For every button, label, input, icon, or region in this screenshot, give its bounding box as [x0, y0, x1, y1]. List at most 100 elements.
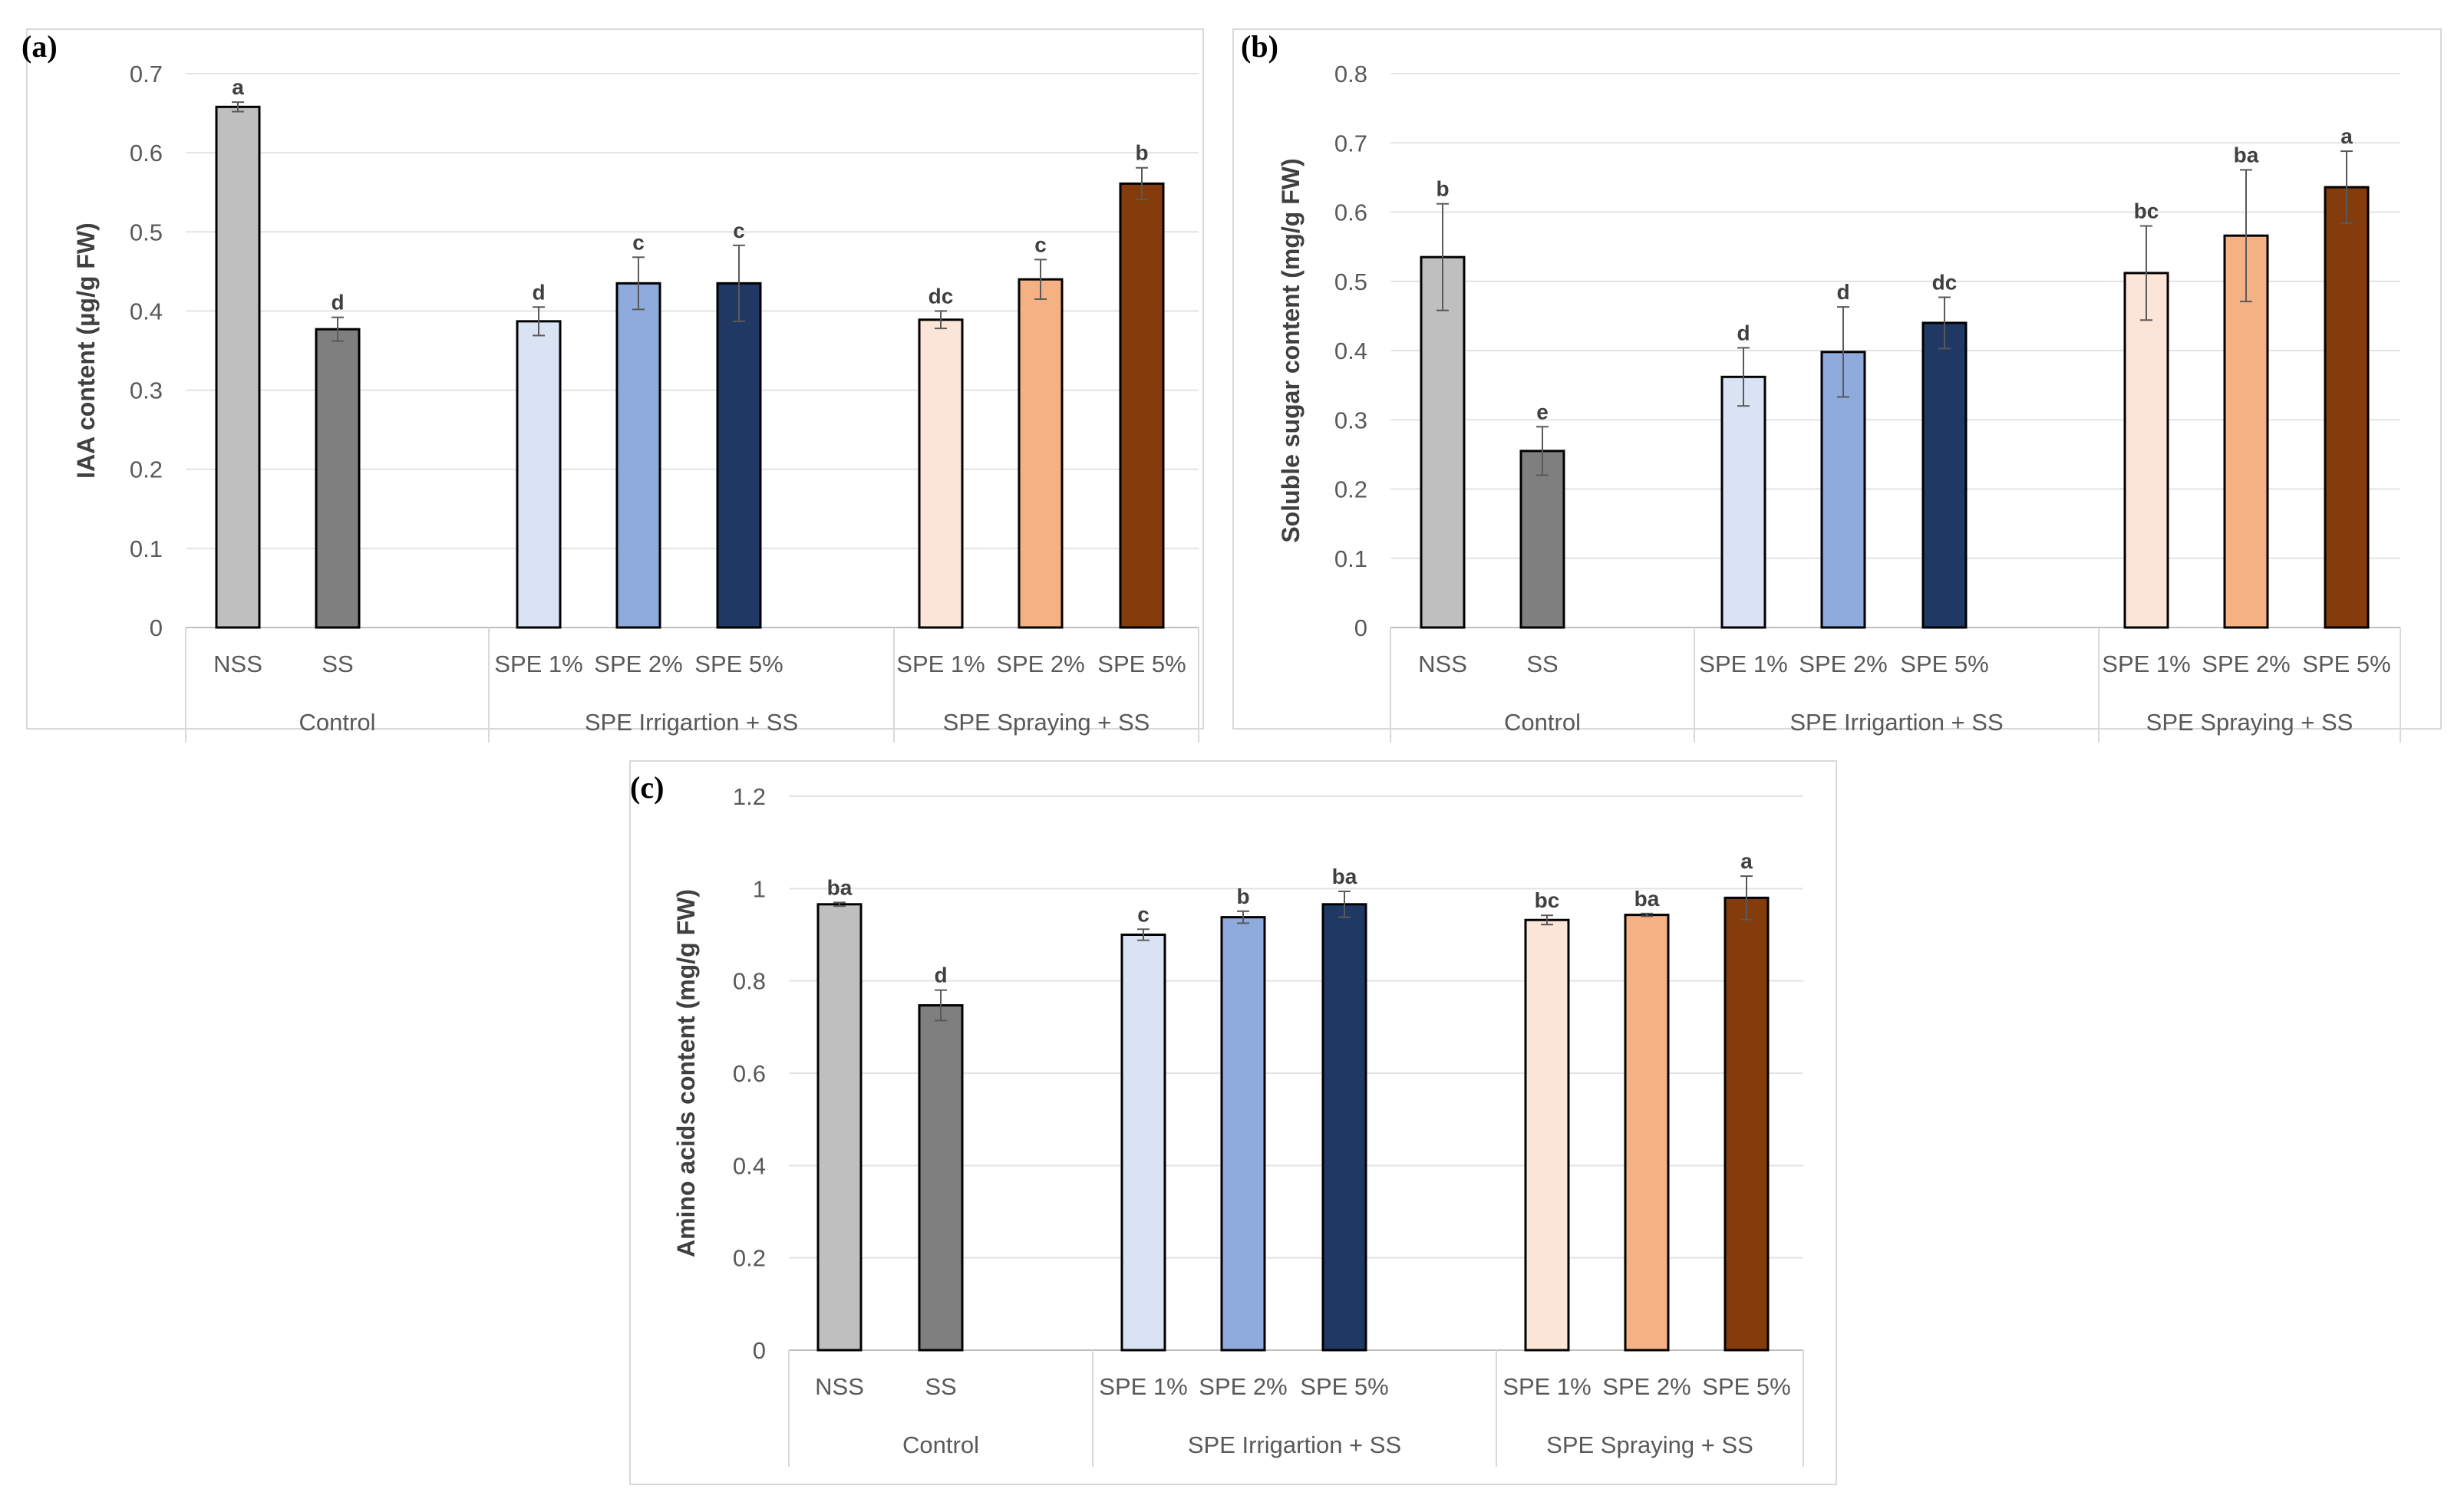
significance-label: dc [929, 284, 954, 308]
y-tick-label: 0.2 [130, 456, 163, 483]
significance-label: d [934, 964, 947, 987]
bar [2324, 186, 2370, 629]
significance-label: c [1034, 232, 1047, 256]
significance-label: d [532, 280, 545, 304]
group-label: SPE Spraying + SS [1546, 1431, 1753, 1458]
y-tick-label: 0.2 [733, 1245, 766, 1272]
significance-label: b [1135, 141, 1148, 165]
bar [1119, 182, 1165, 629]
bar [918, 318, 964, 629]
y-axis-label: IAA content (µg/g FW) [72, 222, 100, 479]
bar [1420, 255, 1466, 629]
y-tick-label: 0.6 [130, 140, 163, 166]
bar [615, 282, 661, 629]
y-tick-label: 0.5 [1334, 268, 1367, 295]
panel-frame [26, 28, 1204, 730]
y-tick-label: 0.1 [1334, 545, 1367, 572]
significance-label: ba [827, 875, 853, 899]
y-tick-label: 0.5 [130, 219, 163, 245]
bar [1018, 278, 1064, 629]
category-label: SPE 5% [1702, 1373, 1790, 1400]
bar [1720, 375, 1766, 629]
y-tick-label: 0.7 [1334, 130, 1367, 156]
category-label: SPE 2% [1799, 651, 1887, 677]
category-label: SPE 1% [2102, 651, 2190, 677]
chart-panel-3: (c) 0 0.2 0.4 0.6 0.8 1 1.2 Amino acids content … [629, 760, 1837, 1485]
y-tick-label: 0 [1354, 614, 1367, 641]
category-label: NSS [1418, 651, 1467, 677]
bar [918, 1004, 964, 1352]
chart-panel-1: (a) 0 0.1 0.2 0.3 0.4 0.5 0.6 0.7 IAA content (µg… [21, 28, 1204, 743]
bar [816, 903, 863, 1352]
y-tick-label: 0.2 [1334, 476, 1367, 503]
y-tick-label: 0.3 [1334, 407, 1367, 433]
significance-label: d [1836, 280, 1849, 304]
panel-letter: (a) [21, 29, 58, 64]
category-label: SPE 1% [896, 651, 985, 677]
significance-label: dc [1932, 271, 1958, 295]
category-label: SS [1526, 651, 1558, 677]
significance-label: a [1740, 849, 1753, 873]
significance-label: b [1436, 177, 1449, 201]
significance-label: a [232, 75, 244, 99]
y-axis-label: Amino acids content (mg/g FW) [672, 889, 700, 1257]
bar [1723, 896, 1770, 1352]
bar [1120, 934, 1166, 1352]
y-tick-label: 0.8 [733, 968, 766, 995]
bar [716, 282, 762, 629]
y-tick-label: 0.1 [130, 535, 163, 562]
category-label: SPE 2% [1602, 1373, 1690, 1400]
y-tick-label: 0.6 [733, 1060, 766, 1087]
significance-label: ba [2234, 143, 2259, 166]
significance-label: bc [1535, 888, 1560, 912]
bar [1524, 918, 1570, 1352]
significance-label: bc [2134, 199, 2159, 223]
category-label: NSS [815, 1373, 864, 1400]
y-tick-label: 0.3 [130, 377, 163, 404]
significance-label: c [632, 230, 645, 254]
y-tick-label: 1 [753, 875, 766, 902]
bar [2123, 272, 2169, 629]
category-label: SS [925, 1373, 956, 1400]
category-label: NSS [213, 651, 262, 677]
y-tick-label: 1.2 [733, 783, 766, 810]
significance-label: c [733, 219, 745, 242]
bar [1321, 903, 1367, 1352]
category-label: SPE 5% [1097, 651, 1186, 677]
group-label: SPE Irrigartion + SS [1188, 1431, 1401, 1458]
bar [215, 105, 261, 629]
panel-frame [629, 760, 1837, 1485]
group-label: SPE Irrigartion + SS [1789, 709, 2003, 736]
group-label: SPE Spraying + SS [2146, 709, 2353, 736]
y-tick-label: 0.8 [1334, 61, 1367, 87]
panel-letter: (c) [630, 770, 664, 805]
bar [1220, 916, 1266, 1352]
group-label: Control [299, 709, 376, 736]
category-label: SPE 2% [2202, 651, 2290, 677]
category-label: SPE 5% [1300, 1373, 1388, 1400]
category-label: SPE 1% [494, 651, 582, 677]
chart-panel-2: (b) 0 0.1 0.2 0.3 0.4 0.5 0.6 0.7 0.8 Soluble suga… [1232, 28, 2442, 743]
y-tick-label: 0 [150, 614, 163, 641]
y-tick-label: 0 [753, 1337, 766, 1364]
category-label: SPE 1% [1699, 651, 1787, 677]
group-label: SPE Irrigartion + SS [585, 709, 798, 736]
category-label: SPE 1% [1502, 1373, 1591, 1400]
y-tick-label: 0.4 [130, 298, 163, 324]
category-label: SPE 5% [2302, 651, 2390, 677]
panel-frame [1232, 28, 2442, 730]
significance-label: d [1737, 321, 1750, 344]
category-label: SPE 2% [996, 651, 1084, 677]
bar [1519, 450, 1565, 629]
group-label: SPE Spraying + SS [943, 709, 1150, 736]
panel-letter: (b) [1241, 29, 1278, 64]
y-tick-label: 0.7 [130, 61, 163, 87]
significance-label: c [1137, 902, 1150, 926]
category-label: SPE 5% [1900, 651, 1988, 677]
category-label: SPE 5% [694, 651, 783, 677]
significance-label: d [331, 291, 344, 315]
significance-label: b [1236, 884, 1249, 908]
category-label: SPE 2% [594, 651, 682, 677]
significance-label: ba [1634, 887, 1660, 911]
